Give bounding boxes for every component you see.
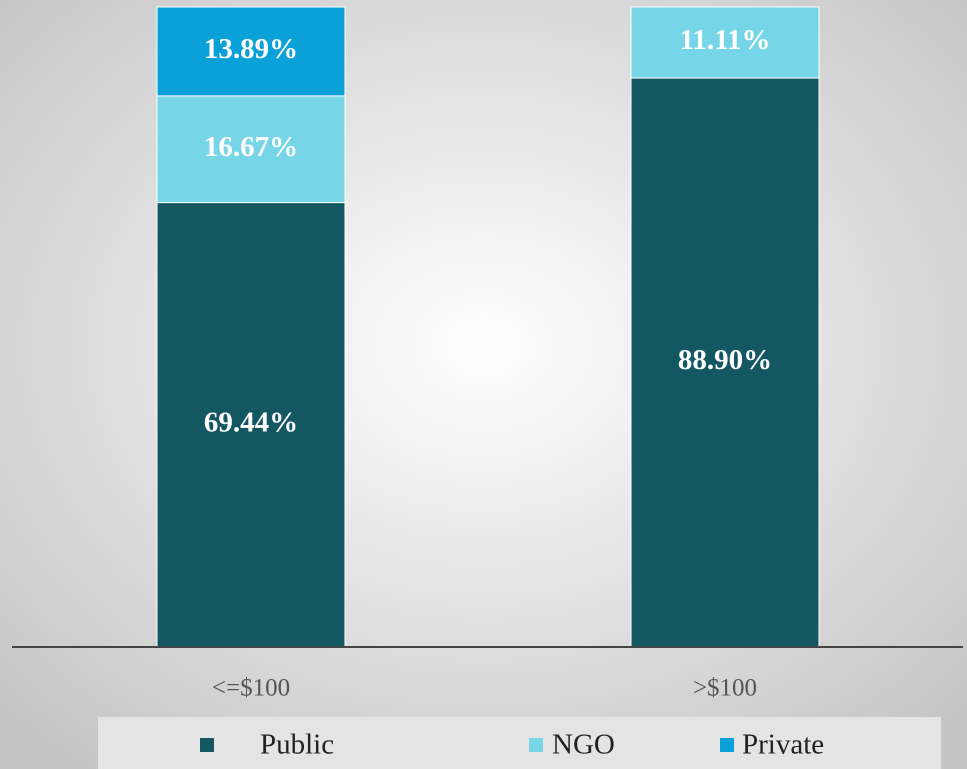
legend-label: NGO bbox=[552, 729, 615, 761]
bar-segment bbox=[156, 6, 346, 97]
legend-swatch bbox=[529, 738, 543, 752]
legend-swatch bbox=[720, 738, 734, 752]
legend-label: Private bbox=[742, 729, 824, 761]
legend-label: Public bbox=[260, 729, 334, 761]
value-label: 88.90% bbox=[678, 344, 772, 376]
value-label: 11.11% bbox=[679, 24, 770, 56]
bar-segment bbox=[156, 202, 346, 648]
legend-swatch bbox=[200, 738, 214, 752]
legend-box bbox=[98, 717, 941, 769]
x-tick-label: <=$100 bbox=[212, 675, 290, 702]
value-label: 13.89% bbox=[204, 33, 298, 65]
bar-segment bbox=[630, 6, 820, 79]
x-tick-label: >$100 bbox=[693, 675, 757, 702]
bar-segment bbox=[630, 77, 820, 648]
value-label: 69.44% bbox=[204, 406, 298, 438]
value-label: 16.67% bbox=[204, 131, 298, 163]
